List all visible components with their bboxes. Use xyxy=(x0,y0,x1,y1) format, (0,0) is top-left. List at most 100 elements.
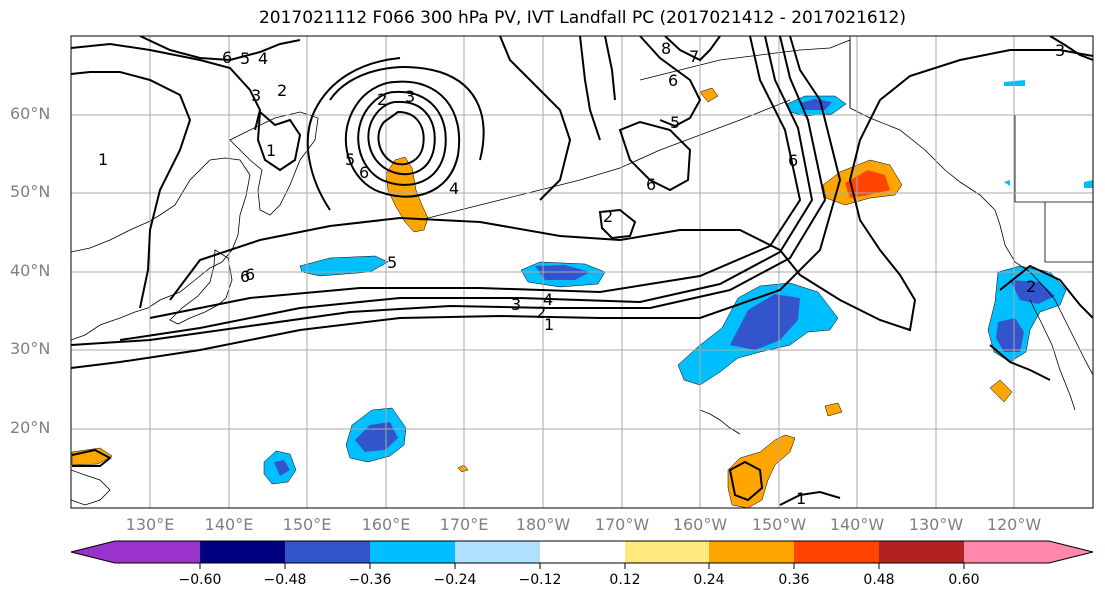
colorbar-tick-label: 0.36 xyxy=(778,572,810,588)
pv-contour xyxy=(367,100,436,176)
lon-label: 130°E xyxy=(125,515,175,534)
contour-label: 6 xyxy=(222,48,232,67)
contour-label: 6 xyxy=(668,71,678,90)
colorbar-tick-label: 0.12 xyxy=(609,572,641,588)
pv-contour xyxy=(344,80,461,198)
lat-label: 40°N xyxy=(10,261,51,280)
contour-label: 3 xyxy=(511,295,521,314)
anomaly-patch xyxy=(730,294,800,350)
pv-contour xyxy=(639,36,702,128)
anomaly-patch xyxy=(699,87,719,103)
lon-label: 180°W xyxy=(515,515,571,534)
pv-contour xyxy=(139,36,301,62)
pv-contour xyxy=(377,110,425,166)
contour-label: 3 xyxy=(1055,41,1065,60)
pv-contours xyxy=(71,36,1093,506)
contour-label: 5 xyxy=(345,150,355,169)
colorbar-tick-label: −0.24 xyxy=(433,572,477,588)
anomaly-patch xyxy=(800,99,832,110)
contour-label: 1 xyxy=(266,141,276,160)
anomaly-patch xyxy=(1010,280,1055,304)
lat-label: 20°N xyxy=(10,418,51,437)
pv-contour xyxy=(598,208,637,240)
contour-label: 8 xyxy=(661,39,671,58)
lat-label: 30°N xyxy=(10,339,51,358)
contour-label: 1 xyxy=(98,150,108,169)
pv-contour xyxy=(499,36,572,201)
pv-contour xyxy=(71,42,262,131)
coastline-kamchatka xyxy=(229,111,319,216)
colorbar-tick-label: 0.48 xyxy=(863,572,895,588)
colorbar-extend-low xyxy=(71,541,115,563)
colorbar-segment xyxy=(709,541,794,563)
map-frame xyxy=(70,35,1094,509)
anomaly-patch xyxy=(1004,180,1010,186)
pv-contour xyxy=(989,344,1051,381)
coastline-baja xyxy=(1029,299,1076,411)
colorbar-tick-label: −0.48 xyxy=(263,572,307,588)
contour-label: 5 xyxy=(240,49,250,68)
pv-contour xyxy=(779,490,841,506)
pv-contour xyxy=(999,264,1093,319)
contour-label: 1 xyxy=(544,315,554,334)
pv-contour xyxy=(579,36,601,141)
lon-label: 150°E xyxy=(282,515,332,534)
colorbar-tick-label: −0.36 xyxy=(348,572,392,588)
colorbar-segment xyxy=(115,541,200,563)
contour-label: 3 xyxy=(405,87,415,106)
anomaly-patch xyxy=(727,434,796,508)
contour-label: 6 xyxy=(646,175,656,194)
colorbar-tick-label: −0.12 xyxy=(518,572,562,588)
colorbar-segment xyxy=(200,541,285,563)
colorbar-segment xyxy=(879,541,964,563)
contour-label: 2 xyxy=(377,90,387,109)
anomaly-patch xyxy=(385,156,429,233)
contour-label: 4 xyxy=(449,179,459,198)
colorbar-segment xyxy=(540,541,625,563)
pv-contour xyxy=(618,120,692,192)
contour-label: 4 xyxy=(258,49,268,68)
coastlines xyxy=(71,36,1093,506)
pv-contour xyxy=(728,460,764,502)
contour-label-layer: 6 5 4 3 2 1 1 2 3 4 5 6 5 6 2 7 6 8 6 6 … xyxy=(98,39,1065,508)
lon-label: 170°E xyxy=(439,515,489,534)
contour-label: 3 xyxy=(251,86,261,105)
colorbar-tick-label: −0.60 xyxy=(178,572,222,588)
contour-label: 4 xyxy=(543,290,553,309)
pv-contour xyxy=(71,71,192,309)
colorbar-segment xyxy=(285,541,370,563)
colorbar-segment xyxy=(370,541,455,563)
anomaly-patch xyxy=(989,379,1013,403)
lat-label: 60°N xyxy=(10,104,51,123)
anomaly-patch xyxy=(845,170,890,198)
colorbar-ticks xyxy=(199,563,965,569)
pv-contour xyxy=(71,36,842,369)
graticule xyxy=(71,36,1093,508)
pv-contour xyxy=(71,36,827,346)
anomaly-patch xyxy=(457,464,469,473)
contour-label: 7 xyxy=(689,47,699,66)
contour-label: 2 xyxy=(277,81,287,100)
contour-label: 1 xyxy=(796,489,806,508)
colorbar-segment xyxy=(964,541,1049,563)
colorbar-segment xyxy=(794,541,879,563)
lon-label: 120°W xyxy=(986,515,1042,534)
lat-label: 50°N xyxy=(10,182,51,201)
colorbar-tick-label: 0.24 xyxy=(693,572,725,588)
lon-label: 160°W xyxy=(672,515,728,534)
lon-label: 130°W xyxy=(908,515,964,534)
pv-contour xyxy=(169,49,1093,332)
lon-label: 170°W xyxy=(594,515,650,534)
coastline-aleutians xyxy=(419,99,791,221)
pv-contour xyxy=(357,90,447,186)
contour-label: 5 xyxy=(670,113,680,132)
lon-label: 140°E xyxy=(204,515,254,534)
coastline-philippines xyxy=(71,469,111,506)
pv-contour xyxy=(119,36,814,341)
contour-label: 6 xyxy=(245,265,255,284)
contour-label: 2 xyxy=(536,303,546,322)
anomaly-patch xyxy=(824,402,843,417)
anomaly-patch xyxy=(299,255,389,277)
colorbar xyxy=(70,540,1094,569)
